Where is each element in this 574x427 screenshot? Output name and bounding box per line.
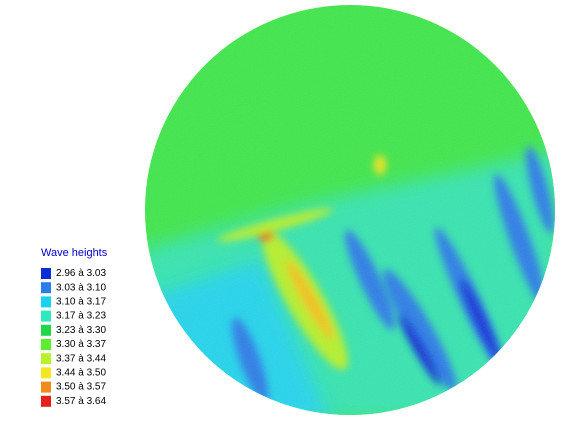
- legend-swatch: [41, 310, 51, 322]
- legend-label: 3.37 à 3.44: [56, 353, 106, 364]
- legend-label: 3.57 à 3.64: [56, 396, 106, 407]
- legend-swatch: [41, 381, 51, 393]
- legend-swatch: [41, 296, 51, 308]
- legend-swatch: [41, 324, 51, 336]
- legend-swatch: [41, 282, 51, 294]
- legend-swatch: [41, 367, 51, 379]
- legend-swatch: [41, 395, 51, 407]
- legend-label: 3.03 à 3.10: [56, 282, 106, 293]
- legend-swatch: [41, 353, 51, 365]
- legend-label: 3.23 à 3.30: [56, 325, 106, 336]
- legend-label: 3.50 à 3.57: [56, 382, 106, 393]
- wave-field: [145, 5, 555, 415]
- legend-swatch: [41, 268, 51, 279]
- legend: Wave heights 2.96 à 3.03 3.03 à 3.10 3.10 …: [35, 240, 118, 410]
- legend-label: 3.30 à 3.37: [56, 339, 106, 350]
- legend-label: 3.10 à 3.17: [56, 297, 106, 308]
- legend-label: 2.96 à 3.03: [56, 268, 106, 279]
- legend-swatch: [41, 339, 51, 350]
- legend-label: 3.44 à 3.50: [56, 368, 106, 379]
- legend-items: 2.96 à 3.03 3.03 à 3.10 3.10 à 3.17 3.17 à …: [41, 268, 106, 407]
- legend-title: Wave heights: [41, 247, 108, 259]
- legend-label: 3.17 à 3.23: [56, 311, 106, 322]
